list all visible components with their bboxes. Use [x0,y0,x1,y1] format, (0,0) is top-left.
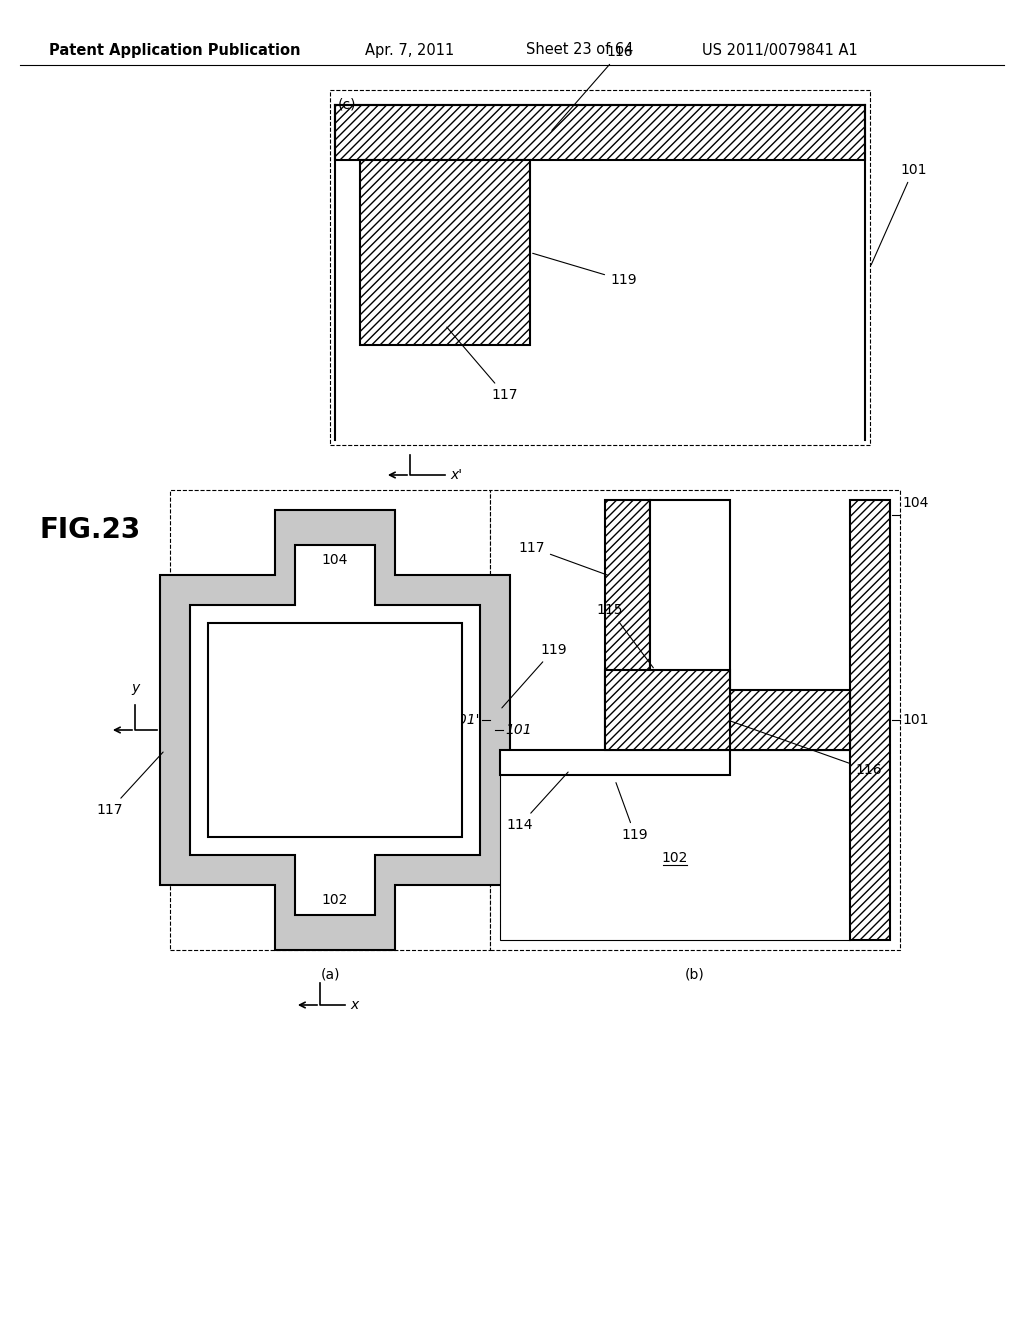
Text: (c): (c) [338,98,356,112]
Text: Apr. 7, 2011: Apr. 7, 2011 [366,42,455,58]
Text: (a): (a) [321,968,340,982]
Text: Patent Application Publication: Patent Application Publication [49,42,301,58]
Bar [850,500,890,940]
Bar [650,500,730,690]
Bar [605,500,650,690]
Text: FIG.23: FIG.23 [39,516,140,544]
Polygon shape [190,545,480,915]
Text: US 2011/0079841 A1: US 2011/0079841 A1 [702,42,858,58]
Text: x: x [350,998,358,1012]
Text: 101: 101 [505,723,531,737]
Bar [605,671,730,750]
Bar [500,750,850,940]
Bar [330,90,870,445]
Text: 102: 102 [662,850,688,865]
Text: 101': 101' [450,713,480,727]
Text: 104: 104 [322,553,348,568]
Text: 114: 114 [507,772,568,832]
Text: 119: 119 [502,643,566,708]
Text: 104: 104 [902,496,929,510]
Bar [360,160,530,345]
Text: y: y [131,681,139,696]
Text: 117: 117 [518,540,607,576]
Text: x': x' [450,469,462,482]
Text: y': y' [449,701,461,715]
Text: 117: 117 [446,327,518,403]
Text: 101: 101 [902,713,929,727]
Text: 119: 119 [532,253,637,288]
Bar [208,623,462,837]
Polygon shape [160,510,510,950]
Text: 101: 101 [871,162,927,265]
Text: 115: 115 [597,603,653,668]
Text: 117: 117 [96,752,163,817]
Text: 119: 119 [616,783,648,842]
Bar [490,490,900,950]
Bar [500,750,730,775]
Text: (b): (b) [685,968,705,982]
Text: 116: 116 [730,721,882,777]
Bar [335,106,865,160]
Bar [605,690,850,750]
Text: 102: 102 [322,894,348,907]
Bar [170,490,490,950]
Text: 116: 116 [552,45,633,131]
Text: Sheet 23 of 64: Sheet 23 of 64 [526,42,634,58]
